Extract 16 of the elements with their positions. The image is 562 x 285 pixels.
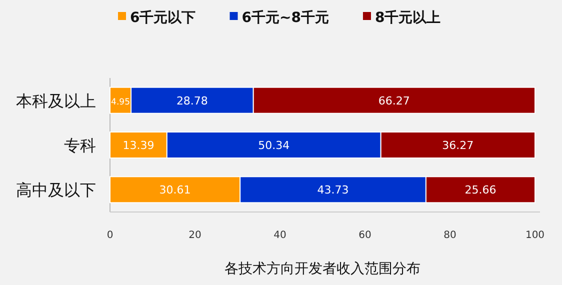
data-label: 4.95 <box>111 97 130 108</box>
legend-label: 6千元~8千元 <box>242 9 329 26</box>
x-axis-title: 各技术方向开发者收入范围分布 <box>224 261 420 277</box>
data-label: 13.39 <box>122 139 154 152</box>
legend-label: 6千元以下 <box>130 9 196 26</box>
data-label: 36.27 <box>442 139 474 152</box>
y-tick-label: 专科 <box>64 136 96 155</box>
data-label: 66.27 <box>378 94 410 108</box>
y-tick-label: 本科及以上 <box>16 91 96 110</box>
data-label: 25.66 <box>464 184 496 197</box>
data-label: 30.61 <box>159 184 191 197</box>
data-label: 43.73 <box>317 184 349 197</box>
data-label: 50.34 <box>258 139 290 152</box>
y-tick-label: 高中及以下 <box>16 180 96 200</box>
legend-label: 8千元以上 <box>374 9 441 26</box>
data-label: 28.78 <box>176 94 208 108</box>
